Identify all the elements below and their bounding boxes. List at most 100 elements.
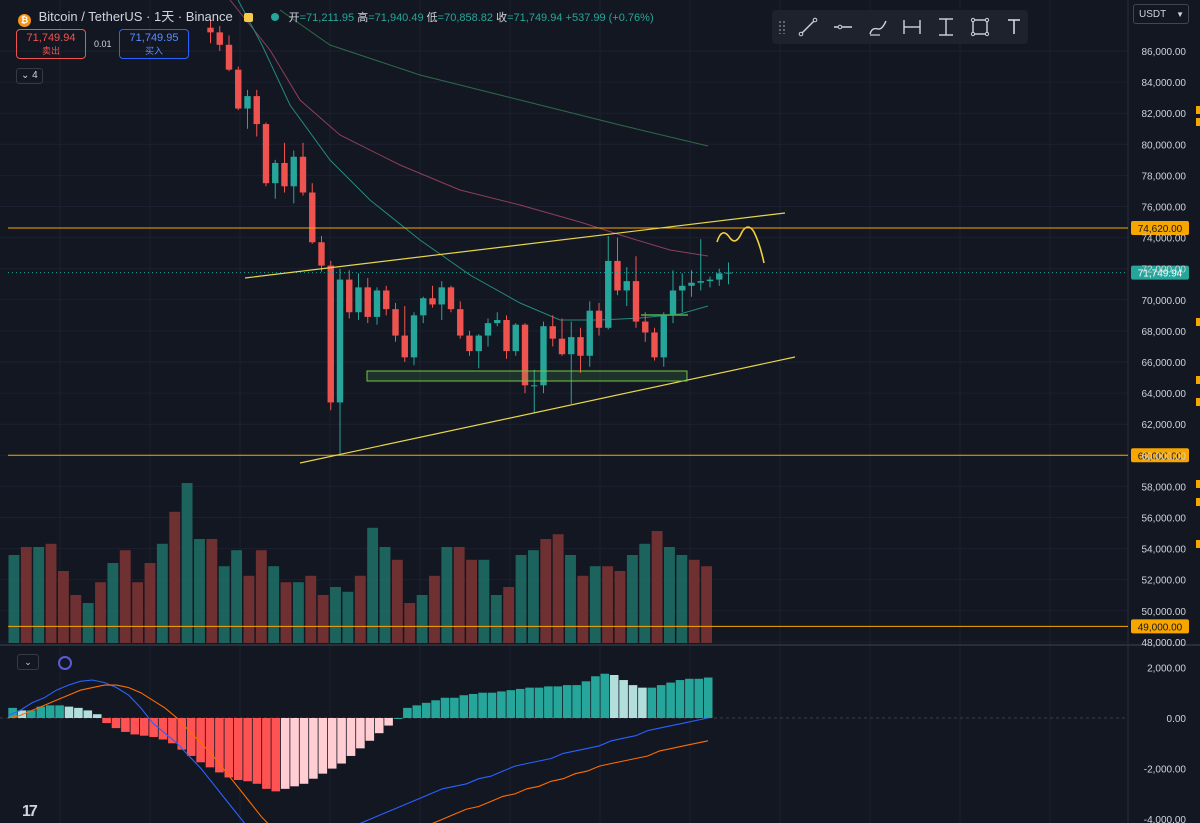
candle-body [299,156,307,193]
candle-body [660,315,667,358]
candle-body [651,332,658,358]
alert-marker [1196,318,1200,326]
candle-body [457,309,464,336]
alert-marker [1196,540,1200,548]
drag-handle-icon[interactable] [778,20,786,34]
macd-histogram-bar [572,685,581,718]
brush-tool[interactable] [868,17,888,37]
macd-histogram-bar [83,710,93,718]
candle-body [207,27,214,33]
price-tick-label: 48,000.00 [1142,638,1187,649]
horizontal-line-tool[interactable] [833,17,853,37]
macd-histogram-bar [280,718,290,789]
volume-bar [552,534,564,643]
support-zone [366,370,688,382]
text-tool[interactable] [1004,17,1024,37]
volume-bar [82,603,94,643]
price-tick-label: 76,000.00 [1142,203,1187,214]
price-tick-label: 80,000.00 [1142,140,1187,151]
last-price-box [1131,265,1189,280]
price-tick-label: 56,000.00 [1142,514,1187,525]
macd-histogram-bar [694,678,704,718]
candle-body [373,290,381,317]
macd-histogram-bar [224,718,234,778]
candle-body [336,279,344,403]
order-quantity[interactable]: 0.01 [94,39,112,49]
candle-body [568,337,575,355]
price-tick-label: 70,000.00 [1142,296,1187,307]
macd-histogram-bar [393,718,403,719]
candle-body [355,287,362,313]
macd-histogram-bar [356,718,365,749]
macd-histogram-bar [243,718,252,782]
volume-bar [651,531,663,643]
candle-body [577,337,584,356]
macd-histogram-bar [196,718,205,763]
volume-bar [416,595,428,643]
macd-histogram-bar [205,718,215,768]
rectangle-tool[interactable] [970,17,990,37]
symbol-title[interactable]: Bitcoin / TetherUS · 1天 · Binance [38,9,233,24]
macd-settings-icon[interactable] [58,656,72,670]
price-tick-label: 62,000.00 [1142,420,1187,431]
sell-label: 卖出 [41,46,60,56]
candle-body [531,385,538,387]
macd-histogram-bar [252,718,262,784]
signal-line [7,684,709,823]
volume-bar [57,571,69,643]
candle-body [623,281,630,291]
volume-bar [206,539,218,643]
volume-bar [664,547,675,643]
level-price-label: 49,000.00 [1138,622,1183,633]
volume-bar [614,571,626,643]
volume-bar [243,575,255,643]
volume-bar [589,566,601,643]
price-tick-label: 58,000.00 [1142,482,1187,493]
macd-histogram-bar [468,693,478,718]
candle-body [401,335,408,358]
volume-bar [379,547,391,643]
chevron-down-icon: ⌄ [24,657,32,667]
volume-bar [231,550,242,643]
macd-histogram-bar [638,687,647,718]
candle-body [475,335,482,352]
macd-histogram-bar [506,690,516,718]
macd-collapse-button[interactable]: ⌄ [17,654,39,670]
volume-bar [292,582,304,643]
candle-body [716,273,723,280]
buy-button[interactable]: 71,749.95 买入 [119,29,189,59]
candle-body [429,298,436,305]
tradingview-logo-icon: 17 [22,803,38,820]
volume-bar [676,555,688,643]
chevron-down-icon: ⌄ [21,70,30,81]
candle-body [679,285,686,291]
trend-line-tool[interactable] [798,17,818,37]
volume-bar [144,563,156,643]
volume-bar [45,543,57,643]
date-range-tool[interactable] [902,17,922,37]
macd-histogram-bar [562,685,572,718]
price-range-tool[interactable] [936,17,956,37]
candle-body [466,335,473,352]
volume-bar [70,595,82,643]
sell-button[interactable]: 71,749.94 卖出 [16,29,86,59]
volume-bar [429,575,440,643]
macd-histogram-bar [215,718,224,773]
candle-body [281,162,288,187]
volume-bar [317,595,329,643]
candle-body [512,324,519,352]
volume-bar [515,555,527,643]
currency-select[interactable]: USDT ▼ [1133,4,1189,24]
level-price-label: 60,000.00 [1138,451,1183,462]
candle-body [383,290,390,310]
volume-bar [577,575,589,643]
low-label: 低 [426,12,438,24]
sell-price: 71,749.94 [26,32,76,44]
macd-histogram-bar [487,692,497,718]
macd-histogram-bar [384,718,393,726]
buy-label: 买入 [144,46,163,56]
indicators-toggle[interactable]: ⌄ 4 [16,68,43,84]
volume-bar [194,539,205,643]
level-price-box [1131,220,1189,235]
